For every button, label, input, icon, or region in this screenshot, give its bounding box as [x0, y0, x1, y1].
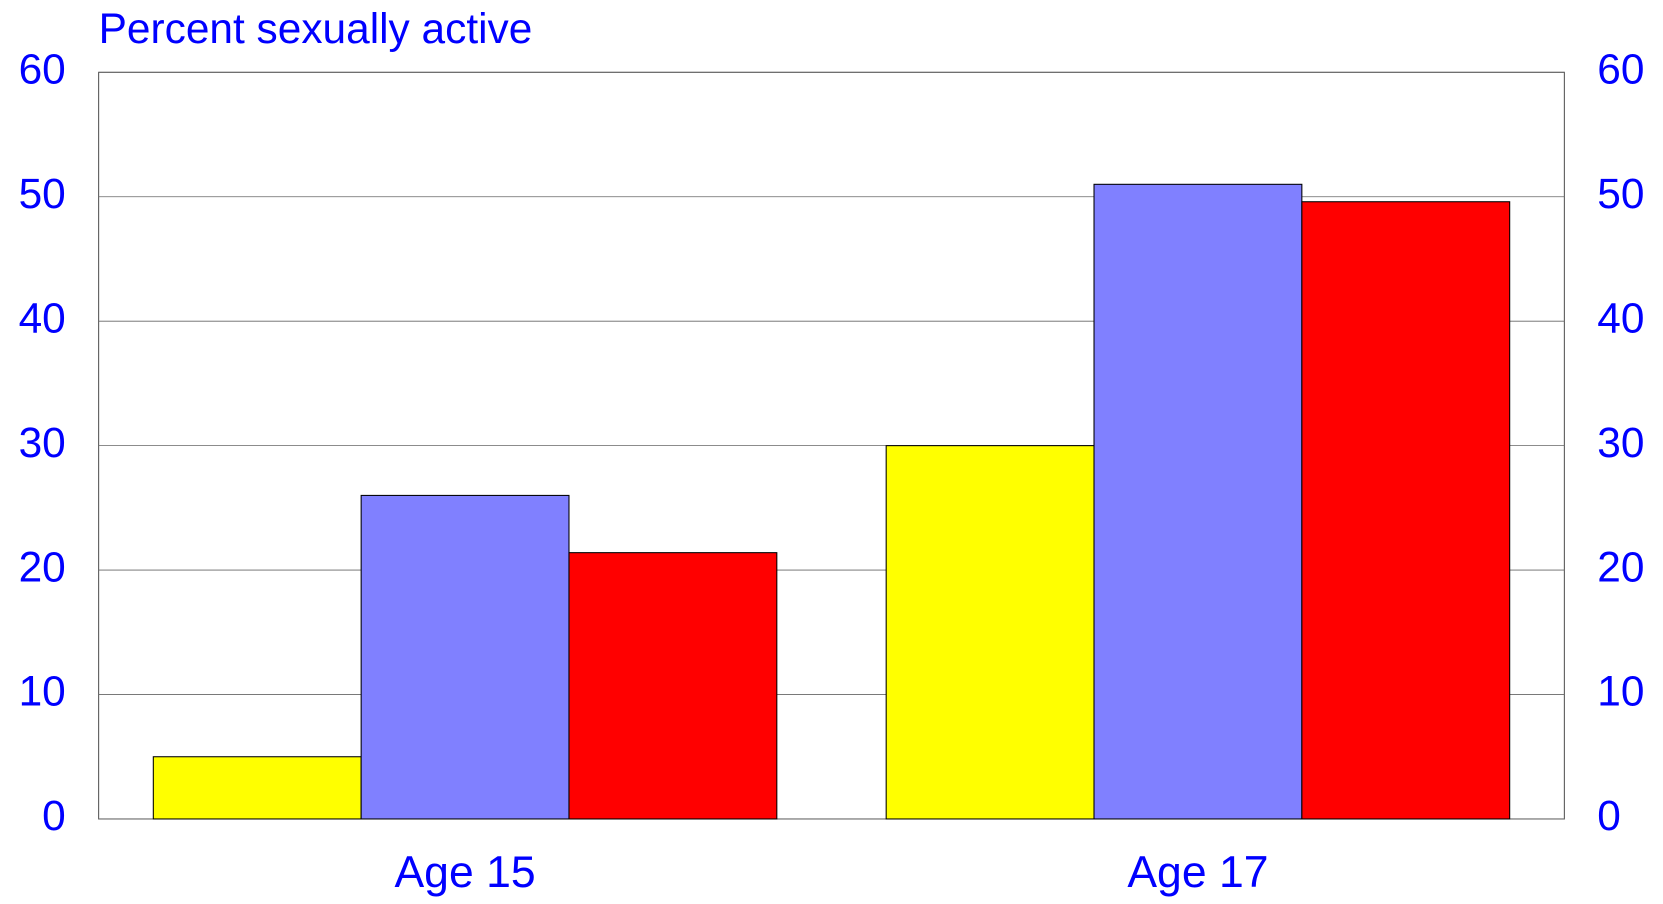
y-tick-label: 10 — [19, 668, 66, 715]
chart-title: Percent sexually active — [99, 5, 533, 52]
bar — [152, 756, 362, 820]
y-tick-label: 50 — [19, 170, 66, 217]
bar — [568, 552, 778, 820]
y2-tick-label: 40 — [1597, 294, 1644, 341]
y2-tick-label: 50 — [1597, 170, 1644, 217]
y-tick-label: 60 — [19, 46, 66, 93]
y2-tick-label: 0 — [1597, 792, 1621, 839]
bar — [1301, 201, 1511, 820]
y2-tick-label: 30 — [1597, 419, 1644, 466]
bar — [1093, 183, 1303, 820]
bar — [885, 445, 1095, 820]
y-tick-label: 0 — [42, 792, 66, 839]
y2-tick-label: 10 — [1597, 668, 1644, 715]
y-tick-label: 20 — [19, 543, 66, 590]
x-tick-label: Age 17 — [1127, 848, 1268, 897]
y-tick-label: 40 — [19, 294, 66, 341]
bar — [360, 494, 570, 820]
x-tick-label: Age 15 — [394, 848, 535, 897]
y2-tick-label: 20 — [1597, 543, 1644, 590]
y2-tick-label: 60 — [1597, 46, 1644, 93]
y-tick-label: 30 — [19, 419, 66, 466]
